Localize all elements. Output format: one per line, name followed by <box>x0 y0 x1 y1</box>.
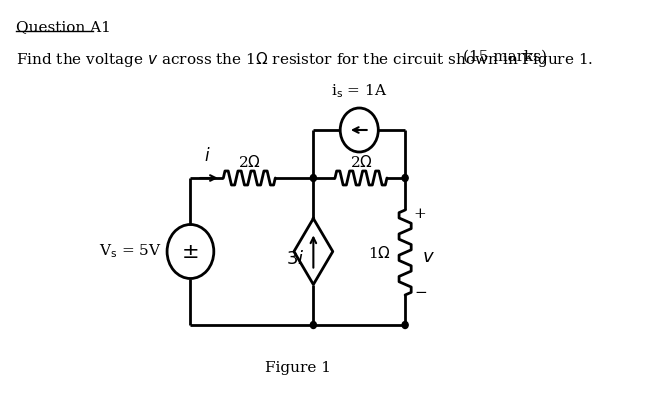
Text: $\mathit{v}$: $\mathit{v}$ <box>422 247 436 266</box>
Text: Question A1: Question A1 <box>16 20 110 34</box>
Text: i$_\mathrm{s}$ = 1A: i$_\mathrm{s}$ = 1A <box>331 82 387 100</box>
Text: (15 marks): (15 marks) <box>463 50 547 64</box>
Text: V$_\mathrm{s}$ = 5V: V$_\mathrm{s}$ = 5V <box>99 243 162 260</box>
Circle shape <box>402 175 408 182</box>
Text: ±: ± <box>181 242 200 262</box>
Text: 2$\Omega$: 2$\Omega$ <box>238 154 261 170</box>
Text: $3\mathit{i}$: $3\mathit{i}$ <box>287 251 305 268</box>
Text: 2$\Omega$: 2$\Omega$ <box>350 154 372 170</box>
Text: $\mathit{i}$: $\mathit{i}$ <box>205 147 211 165</box>
Text: $-$: $-$ <box>414 284 427 298</box>
Text: 1$\Omega$: 1$\Omega$ <box>369 245 391 260</box>
Circle shape <box>402 322 408 329</box>
Circle shape <box>310 175 317 182</box>
Text: +: + <box>414 207 426 221</box>
Text: Figure 1: Figure 1 <box>265 361 331 375</box>
Circle shape <box>310 322 317 329</box>
Text: Find the voltage $\mathit{v}$ across the 1$\Omega$ resistor for the circuit show: Find the voltage $\mathit{v}$ across the… <box>16 50 593 69</box>
